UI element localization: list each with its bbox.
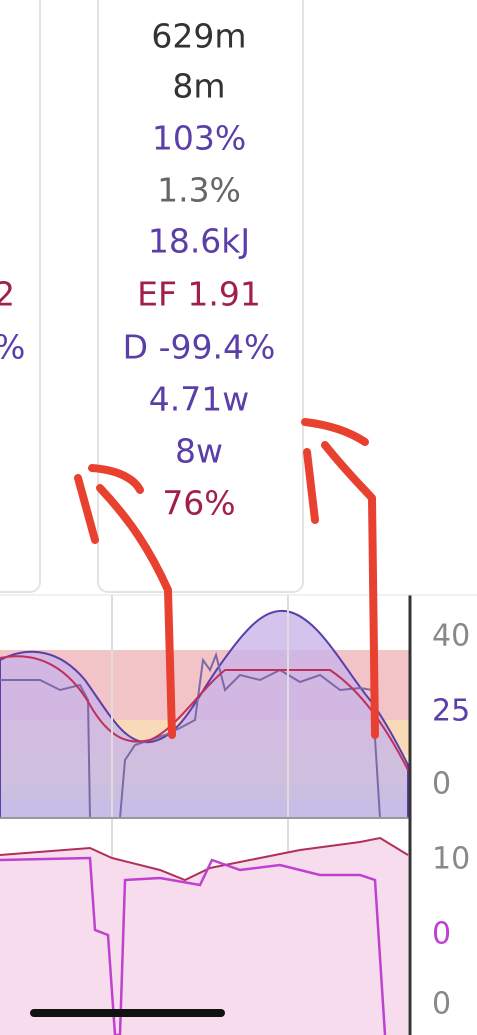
left-value: % (0, 328, 25, 367)
power-chart (0, 595, 410, 1035)
home-indicator (30, 1009, 225, 1017)
axis-label: 10 (432, 842, 470, 877)
stat: D -99.4% (123, 328, 276, 367)
axis-label: 40 (432, 619, 470, 654)
axis-label: 25 (432, 694, 470, 729)
stat: 1.3% (157, 171, 241, 210)
axis-label: 0 (432, 917, 451, 952)
stats-card (97, 0, 304, 593)
stat: 8w (175, 432, 223, 471)
annotation-arrows (74, 418, 379, 739)
stat: 76% (162, 484, 235, 523)
axis-label: 0 (432, 767, 451, 802)
stat: 629m (151, 17, 246, 56)
stat: EF 1.91 (137, 275, 261, 314)
stat: 8m (172, 67, 225, 106)
axis-label: 0 (432, 987, 451, 1022)
stat: 4.71w (149, 380, 249, 419)
stat: 103% (152, 119, 246, 158)
stat: 18.6kJ (148, 222, 250, 261)
cadence-chart (0, 836, 409, 1035)
left-value: 2 (0, 275, 15, 314)
left-card (0, 0, 41, 593)
